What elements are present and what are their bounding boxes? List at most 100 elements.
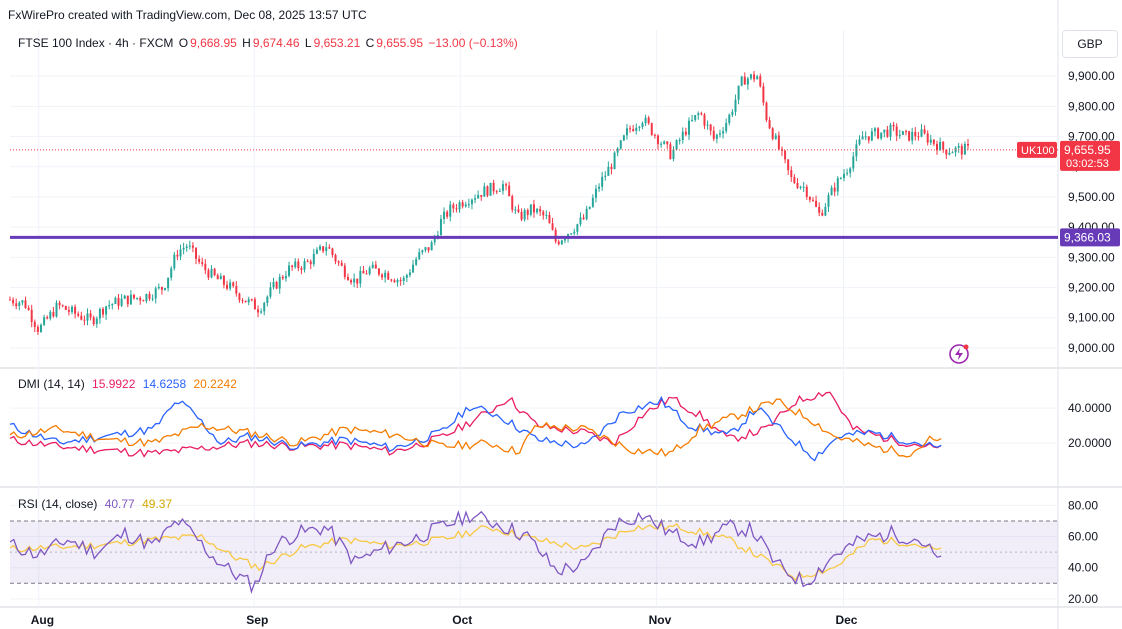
last-price-label: 9,655.95	[1064, 143, 1111, 157]
candle-body	[839, 178, 842, 180]
candle-body	[886, 129, 889, 137]
candle-body	[529, 204, 532, 215]
last-price-tag	[1060, 140, 1120, 171]
candle-body	[771, 128, 774, 139]
candle-body	[563, 238, 566, 241]
candle-body	[36, 326, 39, 332]
candle-body	[594, 188, 597, 198]
candle-body	[340, 262, 343, 266]
candle-body	[842, 173, 845, 179]
candle-body	[260, 311, 263, 313]
candle-body	[663, 141, 666, 144]
candle-body	[517, 209, 520, 212]
candle-body	[427, 247, 430, 251]
rsi-legend[interactable]: RSI (14, close) 40.77 49.37	[18, 497, 172, 511]
rsi-band	[10, 520, 1058, 584]
candle-body	[58, 302, 61, 306]
candle-body	[653, 134, 656, 136]
candle-body	[210, 268, 213, 278]
high-value: 9,674.46	[252, 36, 300, 50]
candle-body	[542, 211, 545, 216]
symbol-tag-label: UK100	[1021, 145, 1055, 157]
rsi-tick-label: 80.00	[1068, 498, 1098, 512]
candle-body	[244, 300, 247, 303]
candle-body	[40, 324, 43, 332]
candle-body	[666, 141, 669, 145]
candle-body	[300, 268, 303, 270]
candle-body	[154, 288, 157, 299]
candle-body	[449, 204, 452, 217]
candle-body	[474, 198, 477, 200]
dmi-legend[interactable]: DMI (14, 14) 15.9922 14.6258 20.2242	[18, 377, 237, 391]
candle-body	[815, 200, 818, 207]
candle-body	[598, 186, 601, 189]
candle-body	[582, 217, 585, 220]
candle-body	[948, 152, 951, 155]
candle-body	[105, 306, 108, 315]
rsi-pane[interactable]	[9, 510, 1058, 595]
candle-body	[539, 208, 542, 212]
candle-body	[356, 278, 359, 284]
candle-body	[129, 294, 132, 305]
candle-body	[49, 311, 52, 319]
candle-body	[728, 114, 731, 123]
candle-body	[557, 241, 560, 245]
candle-body	[762, 86, 765, 103]
candle-body	[402, 277, 405, 281]
price-axis[interactable]: 9,900.009,800.009,700.009,600.009,500.00…	[1017, 69, 1120, 606]
time-axis[interactable]: Aug Sep Oct Nov Dec	[31, 613, 858, 627]
candle-body	[67, 309, 70, 312]
candle-body	[368, 267, 371, 274]
candle-body	[790, 170, 793, 177]
candle-body	[12, 299, 15, 304]
candle-body	[684, 131, 687, 135]
currency-button[interactable]: GBP	[1062, 30, 1118, 58]
candle-body	[892, 124, 895, 127]
lightning-icon[interactable]	[948, 343, 970, 365]
candle-body	[774, 135, 777, 139]
candle-body	[179, 249, 182, 257]
candle-body	[157, 287, 160, 289]
candle-body	[83, 319, 86, 321]
candle-body	[784, 150, 787, 160]
candle-body	[861, 136, 864, 140]
candle-body	[706, 124, 709, 126]
candle-body	[167, 277, 170, 289]
candle-body	[601, 176, 604, 187]
rsi-label: RSI (14, close)	[18, 497, 98, 511]
price-pane[interactable]	[9, 70, 1058, 335]
candle-body	[291, 265, 294, 268]
rsi-ma-value: 49.37	[142, 497, 173, 511]
candle-body	[61, 305, 64, 307]
candle-body	[164, 288, 167, 290]
candle-body	[294, 261, 297, 268]
countdown-label: 03:02:53	[1066, 158, 1109, 170]
candle-body	[15, 303, 18, 306]
candle-body	[604, 175, 607, 177]
candle-body	[877, 128, 880, 139]
candle-body	[873, 128, 876, 132]
candle-body	[694, 115, 697, 120]
candle-body	[560, 240, 563, 245]
symbol-legend[interactable]: FTSE 100 Index · 4h · FXCM O 9,668.95 H 9,…	[18, 36, 520, 50]
candle-body	[951, 152, 954, 154]
support-line-price-tag	[1060, 228, 1120, 247]
candle-body	[46, 317, 49, 319]
candle-body	[591, 197, 594, 207]
candle-body	[108, 305, 111, 307]
candle-body	[957, 146, 960, 148]
candle-body	[98, 308, 101, 319]
candle-body	[133, 294, 136, 299]
candle-body	[309, 261, 312, 265]
candle-body	[176, 254, 179, 257]
candle-body	[458, 202, 461, 210]
candle-body	[731, 111, 734, 115]
time-tick-label: Sep	[246, 613, 268, 627]
rsi-line	[9, 510, 942, 595]
candle-body	[802, 186, 805, 188]
candle-body	[629, 128, 632, 130]
candle-body	[656, 135, 659, 145]
dmi-pane[interactable]	[9, 391, 942, 462]
price-tick-label: 9,300.00	[1068, 250, 1115, 264]
